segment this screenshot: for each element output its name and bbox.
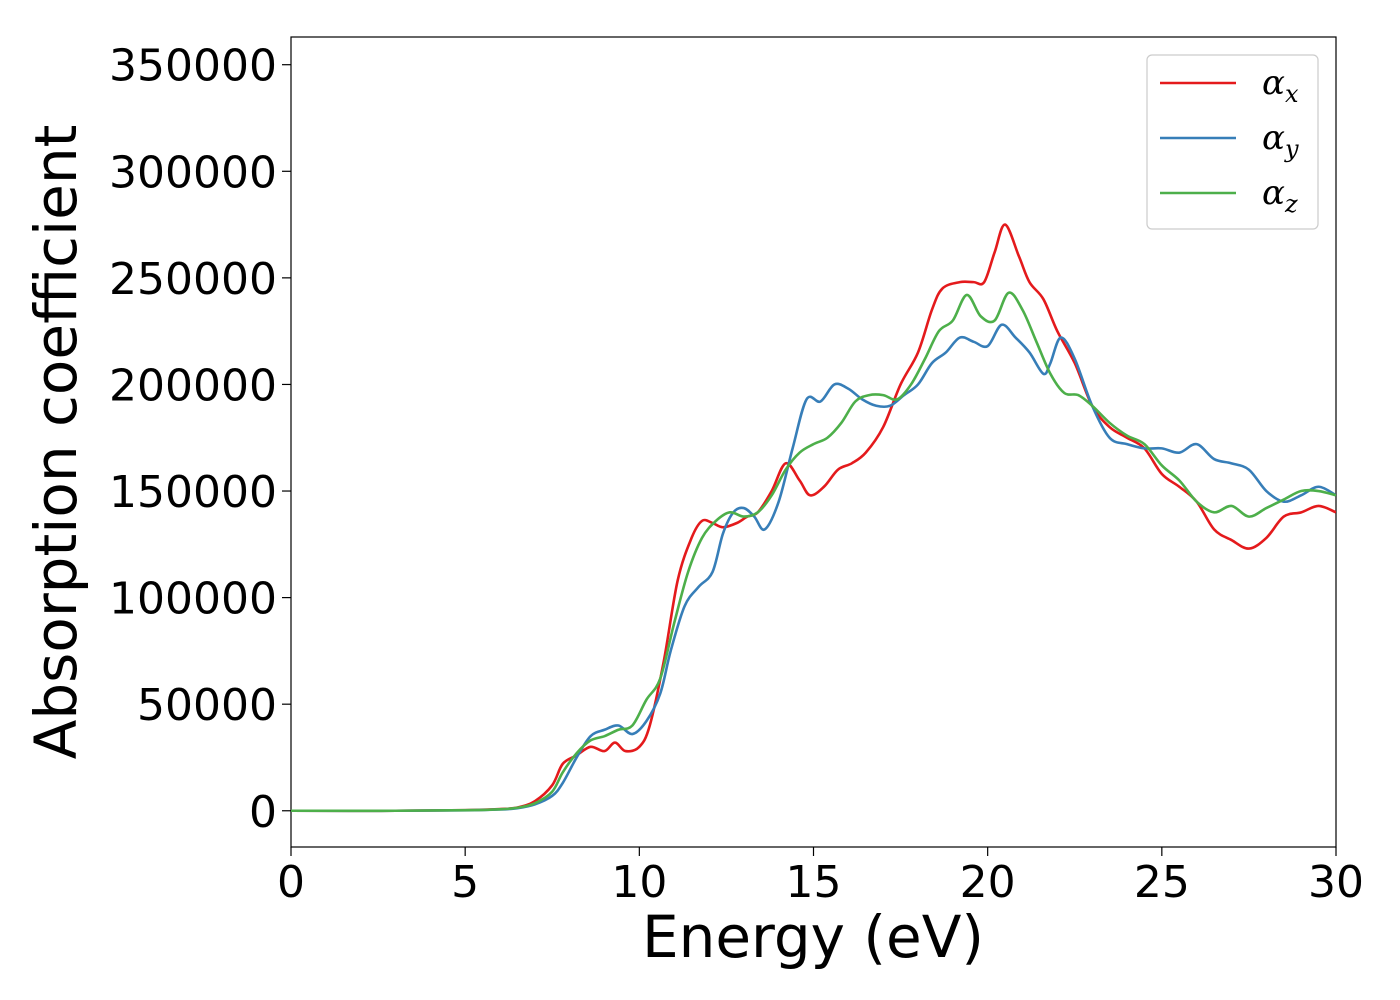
x-axis-ticks: 0 5 10 15 20 25 30: [277, 847, 1364, 908]
x-tick-label: 0: [277, 857, 305, 908]
series-line-alpha-z: [291, 291, 1336, 813]
y-axis-label: Absorption coefficient: [22, 125, 90, 760]
x-tick-label: 15: [786, 857, 842, 908]
series-line-alpha-x: [291, 223, 1336, 813]
x-tick-label: 10: [611, 857, 667, 908]
legend-subscript: z: [1284, 190, 1298, 218]
y-tick-label: 350000: [109, 41, 277, 92]
x-tick-label: 20: [960, 857, 1016, 908]
y-tick-label: 100000: [109, 574, 277, 625]
y-axis-ticks: 0 50000 100000 150000 200000 250000 300000 3500…: [109, 41, 291, 838]
legend-subscript: x: [1285, 80, 1299, 108]
x-axis-label: Energy (eV): [642, 903, 984, 971]
y-tick-label: 150000: [109, 467, 277, 518]
legend-label-alpha-y: αy: [1262, 118, 1299, 163]
legend-label-alpha-x: αx: [1262, 63, 1299, 108]
x-tick-label: 30: [1308, 857, 1364, 908]
series-layer: [291, 223, 1336, 813]
series-line-alpha-y: [291, 323, 1336, 813]
x-tick-label: 25: [1134, 857, 1190, 908]
legend-symbol: α: [1262, 118, 1285, 158]
legend-symbol: α: [1262, 63, 1285, 103]
x-tick-label: 5: [451, 857, 479, 908]
y-tick-label: 0: [249, 787, 277, 838]
legend-subscript: y: [1284, 135, 1299, 163]
legend-label-alpha-z: αz: [1262, 173, 1298, 218]
legend-symbol: α: [1262, 173, 1285, 213]
y-tick-label: 300000: [109, 147, 277, 198]
y-tick-label: 50000: [137, 680, 277, 731]
legend-box: [1146, 54, 1319, 230]
y-tick-label: 200000: [109, 360, 277, 411]
y-tick-label: 250000: [109, 254, 277, 305]
